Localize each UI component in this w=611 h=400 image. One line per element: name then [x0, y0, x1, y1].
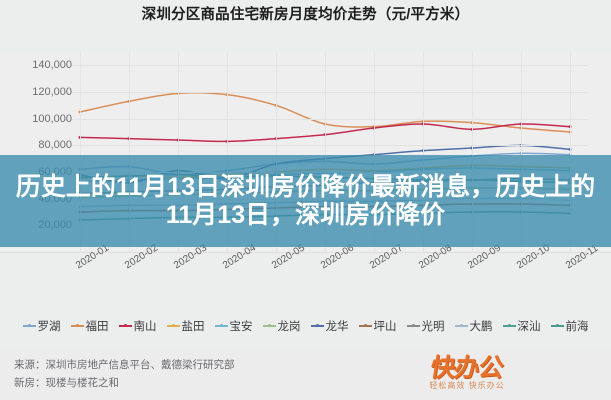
legend-item-宝安[interactable]: 宝安: [214, 318, 253, 334]
vertical-gridline: [570, 52, 571, 252]
legend-label: 龙华: [325, 321, 349, 333]
vertical-gridline: [227, 52, 228, 252]
legend-item-南山[interactable]: 南山: [118, 318, 157, 334]
y-axis-tick-label: 80,000: [38, 139, 72, 152]
y-axis-tick-label: 140,000: [32, 59, 72, 72]
x-axis-separator: [0, 252, 611, 253]
legend-item-前海[interactable]: 前海: [550, 318, 589, 334]
legend-label: 前海: [565, 321, 589, 333]
legend-label: 福田: [85, 321, 109, 333]
vertical-gridline: [374, 52, 375, 252]
legend-marker-icon: [406, 322, 420, 330]
headline-overlay-text: 历史上的11月13日深圳房价降价最新消息，历史上的11月13日，深圳房价降价: [15, 173, 596, 229]
legend-label: 南山: [133, 321, 157, 333]
legend-marker-icon: [166, 322, 180, 330]
legend-marker-icon: [22, 322, 36, 330]
legend-marker-icon: [454, 322, 468, 330]
vertical-gridline: [129, 52, 130, 252]
legend-marker-icon: [214, 322, 228, 330]
vertical-gridline: [178, 52, 179, 252]
legend-item-盐田[interactable]: 盐田: [166, 318, 205, 334]
legend-item-龙岗[interactable]: 龙岗: [262, 318, 301, 334]
watermark-logo: 快办公 轻松高效 快乐办公: [407, 350, 527, 400]
y-axis-tick-label: 120,000: [32, 86, 72, 98]
vertical-gridline: [423, 52, 424, 252]
legend-item-坪山[interactable]: 坪山: [358, 318, 397, 334]
legend-marker-icon: [262, 322, 276, 330]
x-axis: 2020-01 2020-02 2020-03 2020-04 2020-05 2020-…: [0, 243, 611, 304]
legend-label: 光明: [421, 321, 445, 333]
legend-marker-icon: [550, 322, 564, 330]
chart-footer: 来源：深圳市房地产信息平台、戴德梁行研究部 新房：现楼与楼花之和 快办公 轻松高…: [0, 350, 611, 400]
legend-marker-icon: [358, 322, 372, 330]
logo-subtitle: 轻松高效 快乐办公: [429, 381, 505, 390]
page-title: 深圳分区商品住宅新房月度均价走势（元/平方米）: [141, 7, 470, 23]
vertical-gridline: [521, 52, 522, 252]
y-axis-tick-label: 100,000: [32, 112, 72, 125]
legend-label: 大鹏: [469, 321, 493, 333]
legend-label: 深汕: [517, 321, 541, 333]
legend-label: 罗湖: [37, 321, 61, 333]
legend-marker-icon: [502, 322, 516, 330]
legend-item-光明[interactable]: 光明: [406, 318, 445, 334]
vertical-gridline: [325, 52, 326, 252]
vertical-gridline: [80, 52, 81, 252]
vertical-gridline: [276, 52, 277, 252]
legend-item-深汕[interactable]: 深汕: [502, 318, 541, 334]
vertical-gridline: [472, 52, 473, 252]
chart-legend: 罗湖 福田 南山 盐田 宝安 龙岗 龙华 坪山 光明 大鹏 深汕 前海: [0, 302, 611, 350]
note-line: 新房：现楼与楼花之和: [14, 377, 119, 389]
gridline: [72, 92, 588, 93]
legend-item-大鹏[interactable]: 大鹏: [454, 318, 493, 334]
legend-item-龙华[interactable]: 龙华: [310, 318, 349, 334]
gridline: [72, 65, 588, 67]
legend-item-罗湖[interactable]: 罗湖: [22, 318, 61, 334]
legend-item-福田[interactable]: 福田: [70, 318, 109, 334]
legend-marker-icon: [118, 322, 132, 330]
legend-marker-icon: [310, 322, 324, 330]
legend-marker-icon: [70, 322, 84, 330]
source-line: 来源：深圳市房地产信息平台、戴德梁行研究部: [14, 359, 235, 371]
logo-text: 快办公: [428, 353, 506, 382]
legend-label: 龙岗: [277, 321, 301, 333]
legend-label: 宝安: [229, 321, 253, 333]
legend-label: 坪山: [373, 321, 397, 333]
gridline: [72, 145, 588, 147]
headline-overlay-band: [0, 155, 611, 247]
legend-label: 盐田: [181, 321, 205, 333]
gridline: [72, 118, 588, 120]
